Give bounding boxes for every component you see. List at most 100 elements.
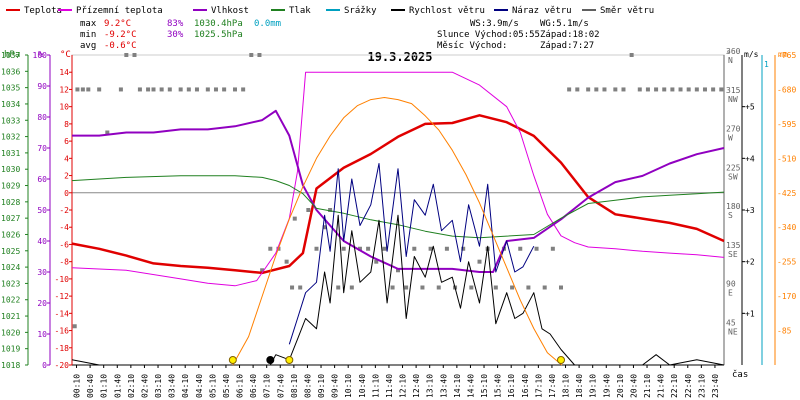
dir-tick-compass: E [728,289,733,298]
rain-tick-label: -170 [777,292,796,301]
stat-sun-set: Západ:18:02 [540,30,600,40]
wind-dir-point [404,285,409,290]
hum-tick-label: 50 [37,206,47,215]
x-tick-label: 20:40 [629,374,638,398]
rain-tick-label: -680 [777,85,796,94]
x-tick-label: 22:10 [670,374,679,398]
x-tick-label: 11:10 [371,374,380,398]
hum-tick-label: 60 [37,175,47,184]
wind-dir-point [629,53,634,57]
wind-dir-point [678,87,683,92]
x-tick-label: 04:10 [181,374,190,398]
press-tick-label: 1032 [1,133,20,142]
x-tick-label: 13:10 [426,374,435,398]
press-tick-label: 1031 [1,149,20,158]
temp-tick-label: 12 [59,85,69,94]
rain-tick-label: -255 [777,258,796,267]
press-tick-label: 1020 [1,328,20,337]
hum-tick-label: 100 [33,51,48,60]
wind-dir-point [645,87,650,92]
hum-tick-label: 40 [37,237,47,246]
x-tick-label: 07:40 [276,374,285,398]
sun-marker [557,356,565,364]
wind-dir-point [137,87,142,92]
wind-dir-point [719,87,724,92]
wind-dir-point [461,246,466,251]
dir-tick-compass: W [728,134,733,143]
temp-tick-label: 6 [64,137,69,146]
x-tick-label: 05:10 [208,374,217,398]
hum-tick-label: 70 [37,144,47,153]
press-tick-label: 1027 [1,214,20,223]
x-tick-label: 21:10 [643,374,652,398]
dir-axis-unit: ° [726,50,731,60]
sun-marker [228,356,237,364]
dir-tick-compass: S [728,211,733,220]
wind-dir-point [97,87,102,92]
stat-max-press: 1030.4hPa [194,19,243,29]
x-tick-label: 18:40 [575,374,584,398]
temp-tick-label: 10 [59,103,69,112]
wind-dir-point [436,285,441,290]
x-tick-label: 11:40 [385,374,394,398]
wind-dir-point [249,53,254,57]
wind-dir-point [222,87,227,92]
hum-tick-label: 30 [37,268,47,277]
wind-dir-point [118,87,123,92]
temp-tick-label: -14 [55,309,70,318]
stat-ws: WS:3.9m/s [470,19,519,29]
x-tick-label: 15:40 [494,374,503,398]
x-tick-label: 12:10 [399,374,408,398]
dir-tick-compass: N [728,56,733,65]
stat-min-hum: 30% [167,30,184,40]
x-tick-label: 20:10 [616,374,625,398]
wind-axis-unit: m/s [744,50,759,59]
wind-dir-point [284,259,289,264]
press-tick-label: 1034 [1,100,20,109]
wind-dir-point [194,87,199,92]
press-axis-unit: hPa [4,50,20,60]
dir-tick-label: 360 [726,47,741,56]
series-line [71,71,725,287]
wind-dir-point [477,259,482,264]
wind-dir-point [290,285,295,290]
wind-dir-point [694,87,699,92]
stat-max-rain: 0.0mm [254,19,281,29]
dir-tick-compass: NW [728,95,738,104]
wind-dir-point [86,87,91,92]
dir-tick-label: 315 [726,86,741,95]
hum-axis-unit: % [38,50,44,60]
wind-dir-point [241,87,246,92]
wind-dir-point [702,87,707,92]
wind-dir-point [186,87,191,92]
wind-dir-point [357,246,362,251]
legend: Teplota Přízemní teplota Vlhkost Tlak Srážky… [6,6,654,16]
x-axis-unit: čas [732,369,748,380]
legend-label: Náraz větru [512,6,572,16]
x-tick-label: 02:40 [140,374,149,398]
wind-top-label: 1 [764,60,769,69]
wind-dir-point [233,87,237,92]
press-tick-label: 1018 [1,361,20,370]
wind-dir-point [390,285,395,290]
wind-dir-point [382,246,387,251]
dir-tick-label: 90 [726,280,736,289]
wind-dir-point [105,130,110,135]
wind-tick-label: +4 [745,154,755,163]
wind-dir-point [613,87,618,92]
wind-dir-point [654,87,659,92]
wind-dir-point [711,87,716,92]
wind-dir-point [662,87,667,92]
wind-dir-point [260,268,265,273]
series-line [71,114,725,275]
x-tick-label: 21:40 [657,374,666,398]
rain-tick-label: -340 [777,223,796,232]
dir-tick-label: 225 [726,163,741,172]
wind-dir-point [420,285,425,290]
temp-tick-label: -16 [55,327,70,336]
dir-tick-label: 180 [726,202,741,211]
x-tick-label: 14:40 [466,374,475,398]
rain-axis-unit: mm [778,50,788,59]
x-tick-label: 17:40 [548,374,557,398]
